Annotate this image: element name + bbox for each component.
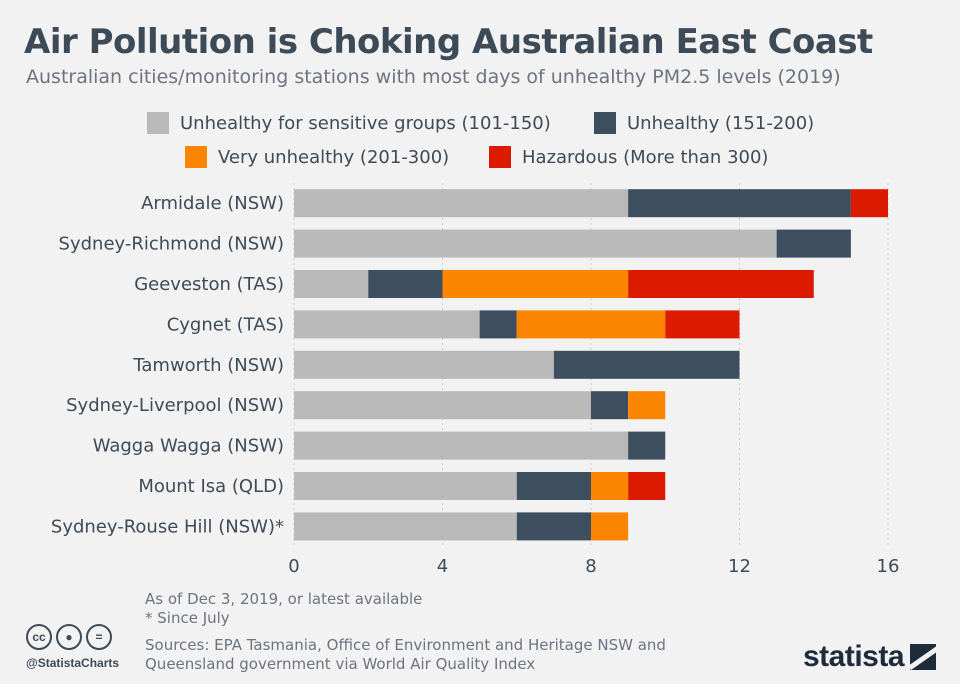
bar-segment	[553, 350, 740, 379]
bar-segment	[591, 391, 629, 420]
bar-segment	[628, 391, 666, 420]
legend-swatch	[147, 112, 169, 134]
sources-line-1: Sources: EPA Tasmania, Office of Environ…	[145, 636, 666, 654]
bar-segment	[628, 472, 666, 500]
bar-segment	[294, 310, 480, 339]
legend-swatch	[185, 146, 207, 168]
bar-segment	[442, 270, 629, 298]
x-tick-label: 12	[728, 556, 751, 577]
x-tick-label: 4	[437, 556, 448, 577]
nd-icon: =	[86, 624, 112, 650]
category-label: Tamworth (NSW)	[132, 355, 284, 376]
bar-segment	[294, 189, 629, 218]
twitter-handle: @StatistaCharts	[26, 656, 120, 670]
chart-subtitle: Australian cities/monitoring stations wi…	[26, 66, 841, 88]
legend-label: Unhealthy (151-200)	[627, 112, 815, 134]
chart-title: Air Pollution is Choking Australian East…	[24, 22, 873, 62]
bar-segment	[665, 310, 740, 339]
bar-segment	[628, 189, 851, 218]
legend-item-very-unhealthy: Very unhealthy (201-300)	[185, 146, 449, 168]
bar-segment	[516, 472, 591, 500]
legend-swatch	[594, 112, 616, 134]
legend-swatch	[489, 146, 511, 168]
bar-segment	[294, 472, 517, 500]
x-tick-label: 0	[288, 556, 299, 577]
bar-segment	[776, 229, 851, 258]
bar-segment	[294, 431, 629, 460]
category-label: Mount Isa (QLD)	[138, 476, 284, 497]
bar-segment	[850, 189, 888, 218]
bar-segment	[294, 512, 517, 541]
bar-segment	[591, 512, 629, 541]
x-tick-label: 16	[877, 556, 900, 577]
bar-segment	[479, 310, 517, 339]
category-label: Wagga Wagga (NSW)	[93, 436, 284, 457]
category-label: Cygnet (TAS)	[167, 314, 284, 335]
by-icon: ●	[56, 624, 82, 650]
bar-segment	[591, 472, 629, 500]
bar-segment	[294, 229, 777, 258]
bar-segment	[516, 310, 666, 339]
bar-segment	[294, 350, 554, 379]
legend-label: Hazardous (More than 300)	[522, 146, 769, 168]
sources-line-2: Queensland government via World Air Qual…	[145, 655, 536, 673]
bar-segment	[516, 512, 591, 541]
note-as-of: As of Dec 3, 2019, or latest available	[145, 590, 423, 608]
bar-segment	[294, 391, 591, 420]
bar-segment	[628, 270, 814, 298]
category-label: Armidale (NSW)	[141, 193, 284, 214]
legend-item-sensitive: Unhealthy for sensitive groups (101-150)	[147, 112, 551, 134]
legend-label: Very unhealthy (201-300)	[218, 146, 450, 168]
legend-item-unhealthy: Unhealthy (151-200)	[594, 112, 814, 134]
brand-wordmark: statista	[803, 640, 905, 673]
statista-logo[interactable]: statista	[803, 640, 937, 674]
cc-icon: cc	[26, 624, 52, 650]
legend-item-hazardous: Hazardous (More than 300)	[489, 146, 768, 168]
bar-segment	[628, 431, 666, 460]
license-icons: cc ● =	[26, 624, 112, 650]
note-since-july: * Since July	[145, 609, 230, 627]
statista-mark-icon	[910, 644, 937, 670]
bar-segment	[294, 270, 369, 298]
category-label: Sydney-Rouse Hill (NSW)*	[51, 516, 284, 537]
sources: Sources: EPA Tasmania, Office of Environ…	[145, 636, 705, 674]
category-label: Sydney-Liverpool (NSW)	[66, 395, 284, 416]
bar-segment	[368, 270, 443, 298]
legend-label: Unhealthy for sensitive groups (101-150)	[180, 112, 551, 134]
category-label: Geeveston (TAS)	[134, 274, 284, 295]
category-label: Sydney-Richmond (NSW)	[59, 234, 284, 255]
x-tick-label: 8	[585, 556, 596, 577]
